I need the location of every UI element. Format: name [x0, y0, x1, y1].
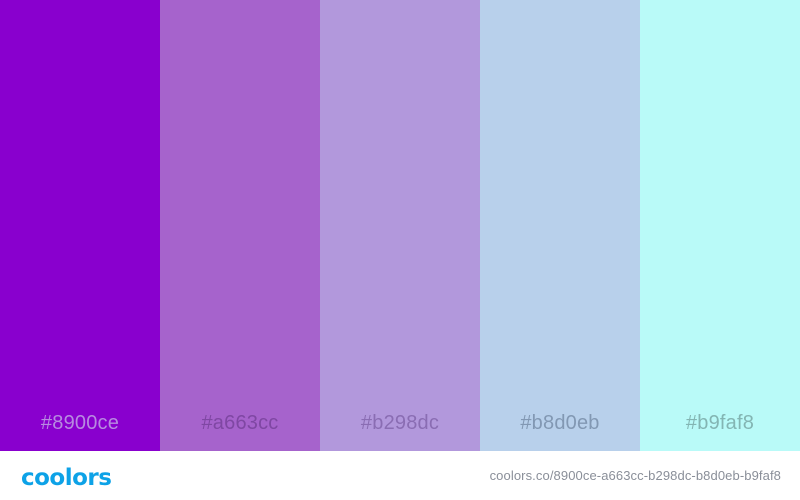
hex-code-label: #a663cc	[201, 412, 279, 434]
footer-bar: coolors coolors.co/8900ce-a663cc-b298dc-…	[0, 451, 800, 500]
hex-code-label: #b9faf8	[685, 412, 755, 434]
color-swatch-4[interactable]: #b8d0eb	[480, 0, 640, 451]
hex-code-label: #b298dc	[360, 412, 440, 434]
color-swatch-2[interactable]: #a663cc	[160, 0, 320, 451]
color-swatch-5[interactable]: #b9faf8	[640, 0, 800, 451]
hex-code-label: #8900ce	[40, 412, 120, 434]
coolors-logo[interactable]: coolors	[20, 460, 130, 492]
color-swatch-1[interactable]: #8900ce	[0, 0, 160, 451]
palette-url[interactable]: coolors.co/8900ce-a663cc-b298dc-b8d0eb-b…	[489, 468, 781, 483]
color-swatch-3[interactable]: #b298dc	[320, 0, 480, 451]
svg-text:coolors: coolors	[21, 465, 111, 491]
hex-code-label: #b8d0eb	[520, 412, 600, 434]
color-palette: #8900ce #a663cc #b298dc #b8d0eb #b9faf8	[0, 0, 800, 451]
